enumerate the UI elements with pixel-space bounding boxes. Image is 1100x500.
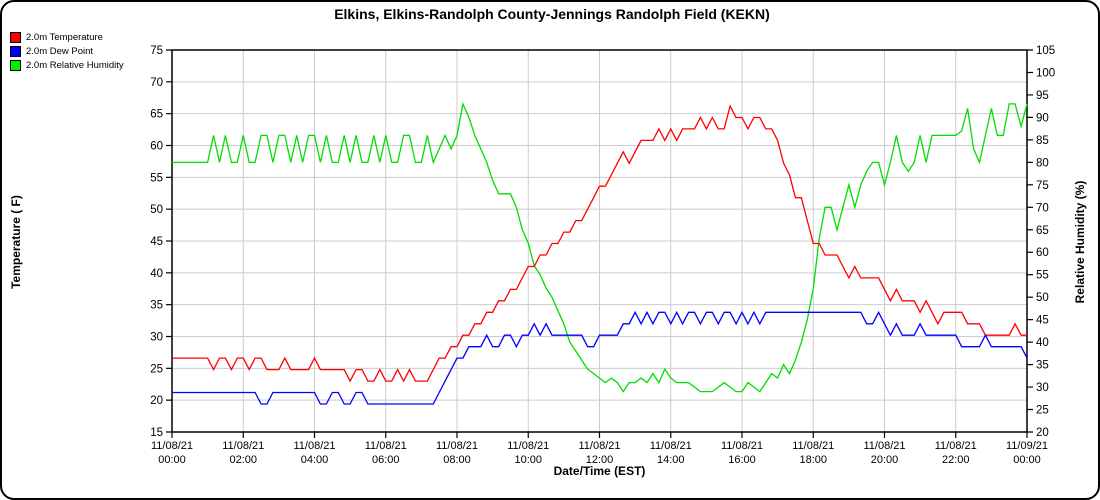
x-tick-label-time: 04:00 (301, 454, 329, 466)
legend-label: 2.0m Dew Point (26, 46, 94, 57)
y-left-tick-label: 40 (150, 268, 163, 280)
series-line--m-dew-point (172, 310, 1028, 405)
relative-humidity-swatch-icon (10, 60, 21, 71)
y-right-tick-label: 75 (1036, 180, 1049, 192)
x-tick-label-time: 00:00 (1013, 454, 1041, 466)
y-right-tick-label: 35 (1036, 360, 1049, 372)
y-left-tick-label: 50 (150, 204, 163, 216)
legend-label: 2.0m Relative Humidity (26, 60, 124, 71)
y-right-tick-label: 85 (1036, 135, 1049, 147)
x-tick-label-date: 11/08/21 (436, 440, 478, 452)
y-right-tick-label: 90 (1036, 112, 1049, 124)
x-tick-label-time: 18:00 (799, 454, 827, 466)
dew-point-swatch-icon (10, 46, 21, 57)
y-right-tick-label: 65 (1036, 225, 1049, 237)
y-right-tick-label: 100 (1036, 67, 1055, 79)
x-tick-label-date: 11/09/21 (1006, 440, 1048, 452)
legend: 2.0m Temperature 2.0m Dew Point 2.0m Rel… (10, 31, 124, 73)
y-left-tick-label: 75 (150, 45, 163, 57)
x-tick-label-date: 11/08/21 (293, 440, 335, 452)
x-tick-label-date: 11/08/21 (792, 440, 834, 452)
y-left-tick-label: 35 (150, 300, 163, 312)
x-tick-label-date: 11/08/21 (151, 440, 193, 452)
x-tick-label-date: 11/08/21 (365, 440, 407, 452)
legend-item-dew-point: 2.0m Dew Point (10, 45, 124, 58)
y-left-tick-label: 15 (150, 427, 163, 439)
x-axis-title: Date/Time (EST) (553, 464, 646, 478)
y-right-tick-label: 70 (1036, 202, 1049, 214)
y-left-tick-label: 60 (150, 141, 163, 153)
x-tick-label-date: 11/08/21 (935, 440, 977, 452)
chart-title: Elkins, Elkins-Randolph County-Jennings … (334, 6, 770, 22)
x-tick-label-time: 02:00 (229, 454, 257, 466)
x-tick-label-time: 20:00 (871, 454, 899, 466)
y-right-tick-label: 45 (1036, 315, 1049, 327)
x-tick-label-date: 11/08/21 (222, 440, 264, 452)
y-left-tick-label: 65 (150, 109, 163, 121)
x-tick-label-time: 08:00 (443, 454, 471, 466)
y-right-tick-label: 95 (1036, 90, 1049, 102)
y-right-tick-label: 80 (1036, 157, 1049, 169)
y-left-tick-label: 45 (150, 236, 163, 248)
x-tick-label-time: 10:00 (514, 454, 542, 466)
legend-item-relative-humidity: 2.0m Relative Humidity (10, 59, 124, 72)
series-line--m-temperature (172, 104, 1027, 383)
temperature-swatch-icon (10, 32, 21, 43)
x-tick-label-date: 11/08/21 (721, 440, 763, 452)
y-right-tick-label: 105 (1036, 45, 1055, 57)
y-right-tick-label: 30 (1036, 382, 1049, 394)
x-tick-label-date: 11/08/21 (507, 440, 549, 452)
x-tick-label-date: 11/08/21 (578, 440, 620, 452)
x-tick-label-date: 11/08/21 (863, 440, 905, 452)
legend-label: 2.0m Temperature (26, 32, 103, 43)
y-left-tick-label: 30 (150, 332, 163, 344)
x-tick-label-time: 12:00 (586, 454, 614, 466)
x-tick-label-time: 22:00 (942, 454, 970, 466)
x-tick-label-date: 11/08/21 (650, 440, 692, 452)
y-left-tick-label: 25 (150, 363, 163, 375)
x-tick-label-time: 00:00 (158, 454, 186, 466)
y-left-tick-label: 20 (150, 395, 163, 407)
y-right-tick-label: 50 (1036, 292, 1049, 304)
y-right-tick-label: 25 (1036, 405, 1049, 417)
x-tick-label-time: 16:00 (728, 454, 756, 466)
x-tick-label-time: 06:00 (372, 454, 400, 466)
y-right-tick-label: 55 (1036, 270, 1049, 282)
y-left-tick-label: 55 (150, 172, 163, 184)
legend-item-temperature: 2.0m Temperature (10, 31, 124, 44)
y-left-tick-label: 70 (150, 77, 163, 89)
series-line--m-relative-humidity (172, 101, 1028, 393)
x-tick-label-time: 14:00 (657, 454, 685, 466)
y-right-tick-label: 20 (1036, 427, 1049, 439)
y-right-tick-label: 60 (1036, 247, 1049, 259)
y-right-tick-label: 40 (1036, 337, 1049, 349)
